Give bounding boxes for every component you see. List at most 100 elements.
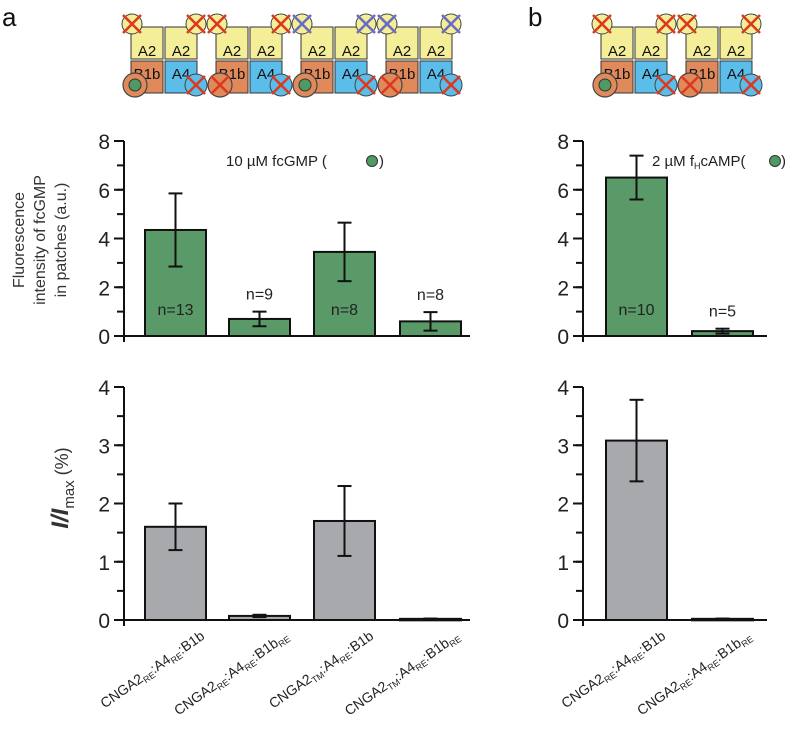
cross-icon-stroke-2 [271,75,291,95]
n-label: n=9 [246,287,273,304]
a4-label: A4 [427,66,445,83]
bar-charts: 0 2 4 6 8 n=13 n=9 n=8 n=8 10 µM fcGMP () Fluoresc… [11,131,786,719]
y-label-main: I/I [47,507,74,528]
ligand-annotation: 10 µM fcGMP ( [226,153,327,170]
a4-label: A4 [727,66,745,83]
y-tick-label: 2 [98,494,110,517]
ligand-icon [769,155,781,167]
a2-label-right: A2 [427,43,445,60]
a2-label-right: A2 [172,43,190,60]
y-tick-label: 0 [98,610,110,633]
y-axis-label-line: in patches (a.u.) [53,183,70,298]
y-tick-label: 4 [557,377,569,400]
annotation-close: ) [379,153,384,170]
a2-label-left: A2 [308,43,326,60]
a4-label: A4 [642,66,660,83]
y-tick-label: 2 [98,277,110,300]
x-label-text: CNGA2 [171,677,220,718]
cross-icon-stroke-2 [356,14,376,34]
cross-icon-stroke-2 [271,14,291,34]
a2-label-left: A2 [223,43,241,60]
y-tick-label: 1 [98,552,110,575]
cross-icon-stroke-2 [741,14,761,34]
y-label-unit: (%) [52,447,72,480]
x-label-text: :B1b [343,627,376,657]
y-axis-label: I/Imax (%) [47,447,78,528]
ligand-icon [366,155,378,167]
y-tick-label: 2 [557,494,569,517]
a2-label-right: A2 [642,43,660,60]
a2-label-left: A2 [608,43,626,60]
x-label-text: :B1b [248,634,281,664]
x-label-text: :B1b [635,627,668,657]
y-tick-label: 4 [98,229,110,252]
n-label: n=10 [618,302,654,319]
cross-icon-stroke-2 [441,75,461,95]
x-label-text: CNGA2 [558,670,607,711]
ligand-bound-icon [598,78,612,92]
a4-label: A4 [342,66,360,83]
y-tick-label: 1 [557,552,569,575]
cross-icon-stroke-2 [656,75,676,95]
y-axis-label-line: intensity of fcGMP [32,175,49,305]
a2-label-right: A2 [342,43,360,60]
x-label-text: CNGA2 [97,670,146,711]
annotation-text: 2 µM f [652,153,695,170]
chart-b-top: 0 2 4 6 8 n=10 n=5 2 µM fHcAMP() [557,131,786,349]
a4-label: A4 [172,66,190,83]
cross-icon-stroke-2 [292,14,312,34]
y-tick-label: 3 [557,435,569,458]
cross-icon-stroke-2 [356,75,376,95]
y-tick-label: 6 [557,180,569,203]
cross-icon-stroke-2 [592,14,612,34]
x-label-text: :B1b [419,634,452,664]
y-tick-label: 0 [557,326,569,349]
cross-icon-stroke-2 [210,75,230,95]
a4-label: A4 [257,66,275,83]
cross-icon-stroke-2 [186,14,206,34]
y-label-subscript: max [61,480,78,509]
y-tick-label: 4 [98,377,110,400]
panel-letter-a: a [2,2,17,32]
cross-icon-stroke-2 [677,14,697,34]
cross-icon-stroke-2 [122,14,142,34]
x-label-text: :B1b [711,634,744,664]
y-tick-label: 6 [98,180,110,203]
y-tick-label: 0 [98,326,110,349]
chart-a-top: 0 2 4 6 8 n=13 n=9 n=8 n=8 10 µM fcGMP () Fluoresc… [11,131,470,349]
y-tick-label: 4 [557,229,569,252]
a2-label-right: A2 [257,43,275,60]
y-tick-label: 3 [98,435,110,458]
y-tick-label: 8 [98,131,110,154]
a2-label-left: A2 [393,43,411,60]
y-tick-label: 8 [557,131,569,154]
y-tick-label: 0 [557,610,569,633]
cross-icon-stroke-2 [441,14,461,34]
ligand-annotation: 2 µM fHcAMP( [652,153,745,171]
cross-icon-stroke-2 [377,14,397,34]
y-axis-label-line: Fluorescence [11,192,28,288]
annotation-close: ) [781,153,786,170]
x-label-text: CNGA2 [266,670,315,711]
bar [605,176,668,337]
n-label: n=8 [331,302,358,319]
cross-icon-stroke-2 [656,14,676,34]
n-label: n=8 [417,287,444,304]
panel-letter-b: b [528,2,542,32]
ligand-bound-icon [128,78,142,92]
annotation-subscript: H [694,161,701,171]
y-tick-label: 2 [557,277,569,300]
a2-subunit-right [719,26,753,60]
annotation-text: 10 µM fcGMP ( [226,153,327,170]
x-label-text: CNGA2 [634,677,683,718]
